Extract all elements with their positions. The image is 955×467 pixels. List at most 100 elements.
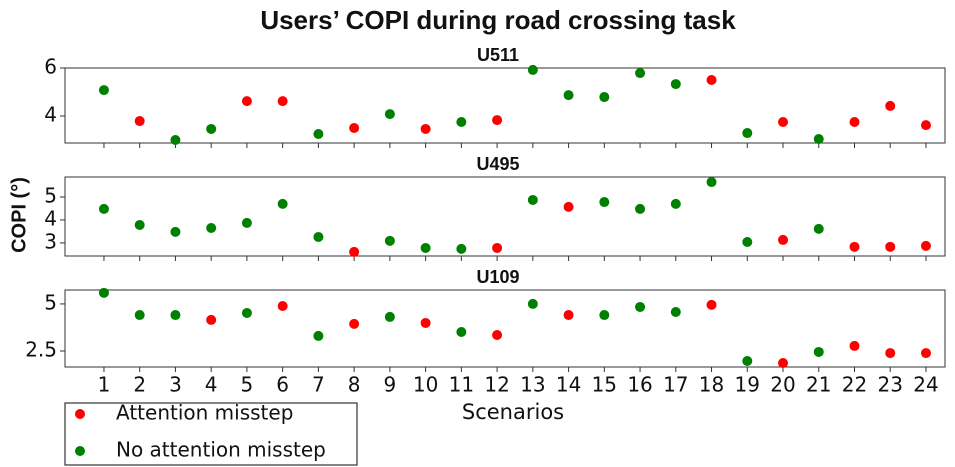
y-tick-label: 2.5 (25, 337, 57, 361)
point (384, 235, 395, 246)
point (420, 317, 431, 328)
point (563, 90, 574, 101)
point (98, 85, 109, 96)
x-tick-label: 5 (241, 373, 254, 397)
point (527, 298, 538, 309)
legend-marker (75, 409, 85, 419)
point (384, 109, 395, 120)
point (241, 96, 252, 107)
point (742, 355, 753, 366)
x-tick-label: 15 (592, 373, 617, 397)
legend-marker (75, 446, 85, 456)
x-tick-label: 1 (98, 373, 111, 397)
point (635, 203, 646, 214)
x-tick-label: 20 (770, 373, 795, 397)
point (170, 135, 181, 145)
subplot-title: U109 (476, 267, 519, 287)
plot-frame (64, 176, 946, 257)
point (670, 307, 681, 318)
point (527, 194, 538, 205)
point (849, 340, 860, 351)
point (563, 310, 574, 321)
point (384, 311, 395, 322)
x-axis-label: Scenarios (462, 400, 564, 424)
point (134, 219, 145, 230)
point (206, 222, 217, 233)
point (670, 198, 681, 209)
y-tick-label: 4 (44, 206, 57, 230)
x-tick-label: 9 (384, 373, 397, 397)
point (134, 310, 145, 321)
plot-frame (64, 67, 946, 144)
point (599, 197, 610, 208)
x-tick-label: 7 (312, 373, 325, 397)
point (885, 241, 896, 252)
point (635, 301, 646, 312)
x-tick-label: 3 (169, 373, 182, 397)
point (563, 201, 574, 212)
point (492, 115, 503, 126)
x-tick-label: 22 (842, 373, 867, 397)
point (420, 242, 431, 253)
point (349, 318, 360, 329)
point (599, 310, 610, 321)
legend-box (64, 402, 358, 466)
point (313, 129, 324, 139)
point (635, 68, 646, 79)
point (456, 326, 467, 337)
point (170, 310, 181, 321)
point (670, 79, 681, 90)
point (206, 314, 217, 325)
point (920, 240, 931, 251)
point (885, 100, 896, 111)
point (98, 203, 109, 214)
point (849, 117, 860, 127)
plot-frame (64, 289, 946, 368)
point (241, 307, 252, 318)
point (456, 243, 467, 254)
legend-label: No attention misstep (116, 438, 326, 462)
y-tick-label: 3 (44, 229, 57, 253)
x-tick-label: 10 (413, 373, 438, 397)
point (492, 329, 503, 340)
x-tick-label: 6 (276, 373, 289, 397)
point (98, 287, 109, 298)
point (706, 75, 717, 85)
y-tick-label: 5 (44, 183, 57, 207)
x-tick-label: 2 (133, 373, 146, 397)
x-tick-label: 4 (205, 373, 218, 397)
legend-label: Attention misstep (116, 401, 293, 425)
x-tick-label: 13 (520, 373, 545, 397)
subplot-title: U495 (476, 154, 519, 174)
x-tick-label: 16 (627, 373, 652, 397)
x-tick-label: 17 (663, 373, 688, 397)
point (920, 120, 931, 131)
figure-title: Users’ COPI during road crossing task (260, 5, 736, 35)
x-tick-label: 21 (806, 373, 831, 397)
point (778, 117, 789, 127)
x-tick-label: 11 (449, 373, 474, 397)
point (778, 358, 789, 369)
point (313, 330, 324, 341)
x-tick-label: 19 (735, 373, 760, 397)
point (706, 177, 717, 188)
point (849, 241, 860, 252)
x-tick-label: 18 (699, 373, 724, 397)
x-tick-label: 8 (348, 373, 361, 397)
x-tick-label: 14 (556, 373, 581, 397)
point (885, 348, 896, 359)
point (277, 198, 288, 209)
y-tick-label: 4 (44, 103, 57, 127)
y-tick-label: 5 (44, 290, 57, 314)
point (420, 123, 431, 134)
y-tick-label: 6 (44, 55, 57, 79)
point (599, 92, 610, 103)
x-tick-label: 12 (484, 373, 509, 397)
point (492, 242, 503, 253)
x-tick-label: 24 (913, 373, 938, 397)
point (277, 301, 288, 312)
point (742, 128, 753, 139)
point (706, 299, 717, 310)
point (313, 231, 324, 242)
